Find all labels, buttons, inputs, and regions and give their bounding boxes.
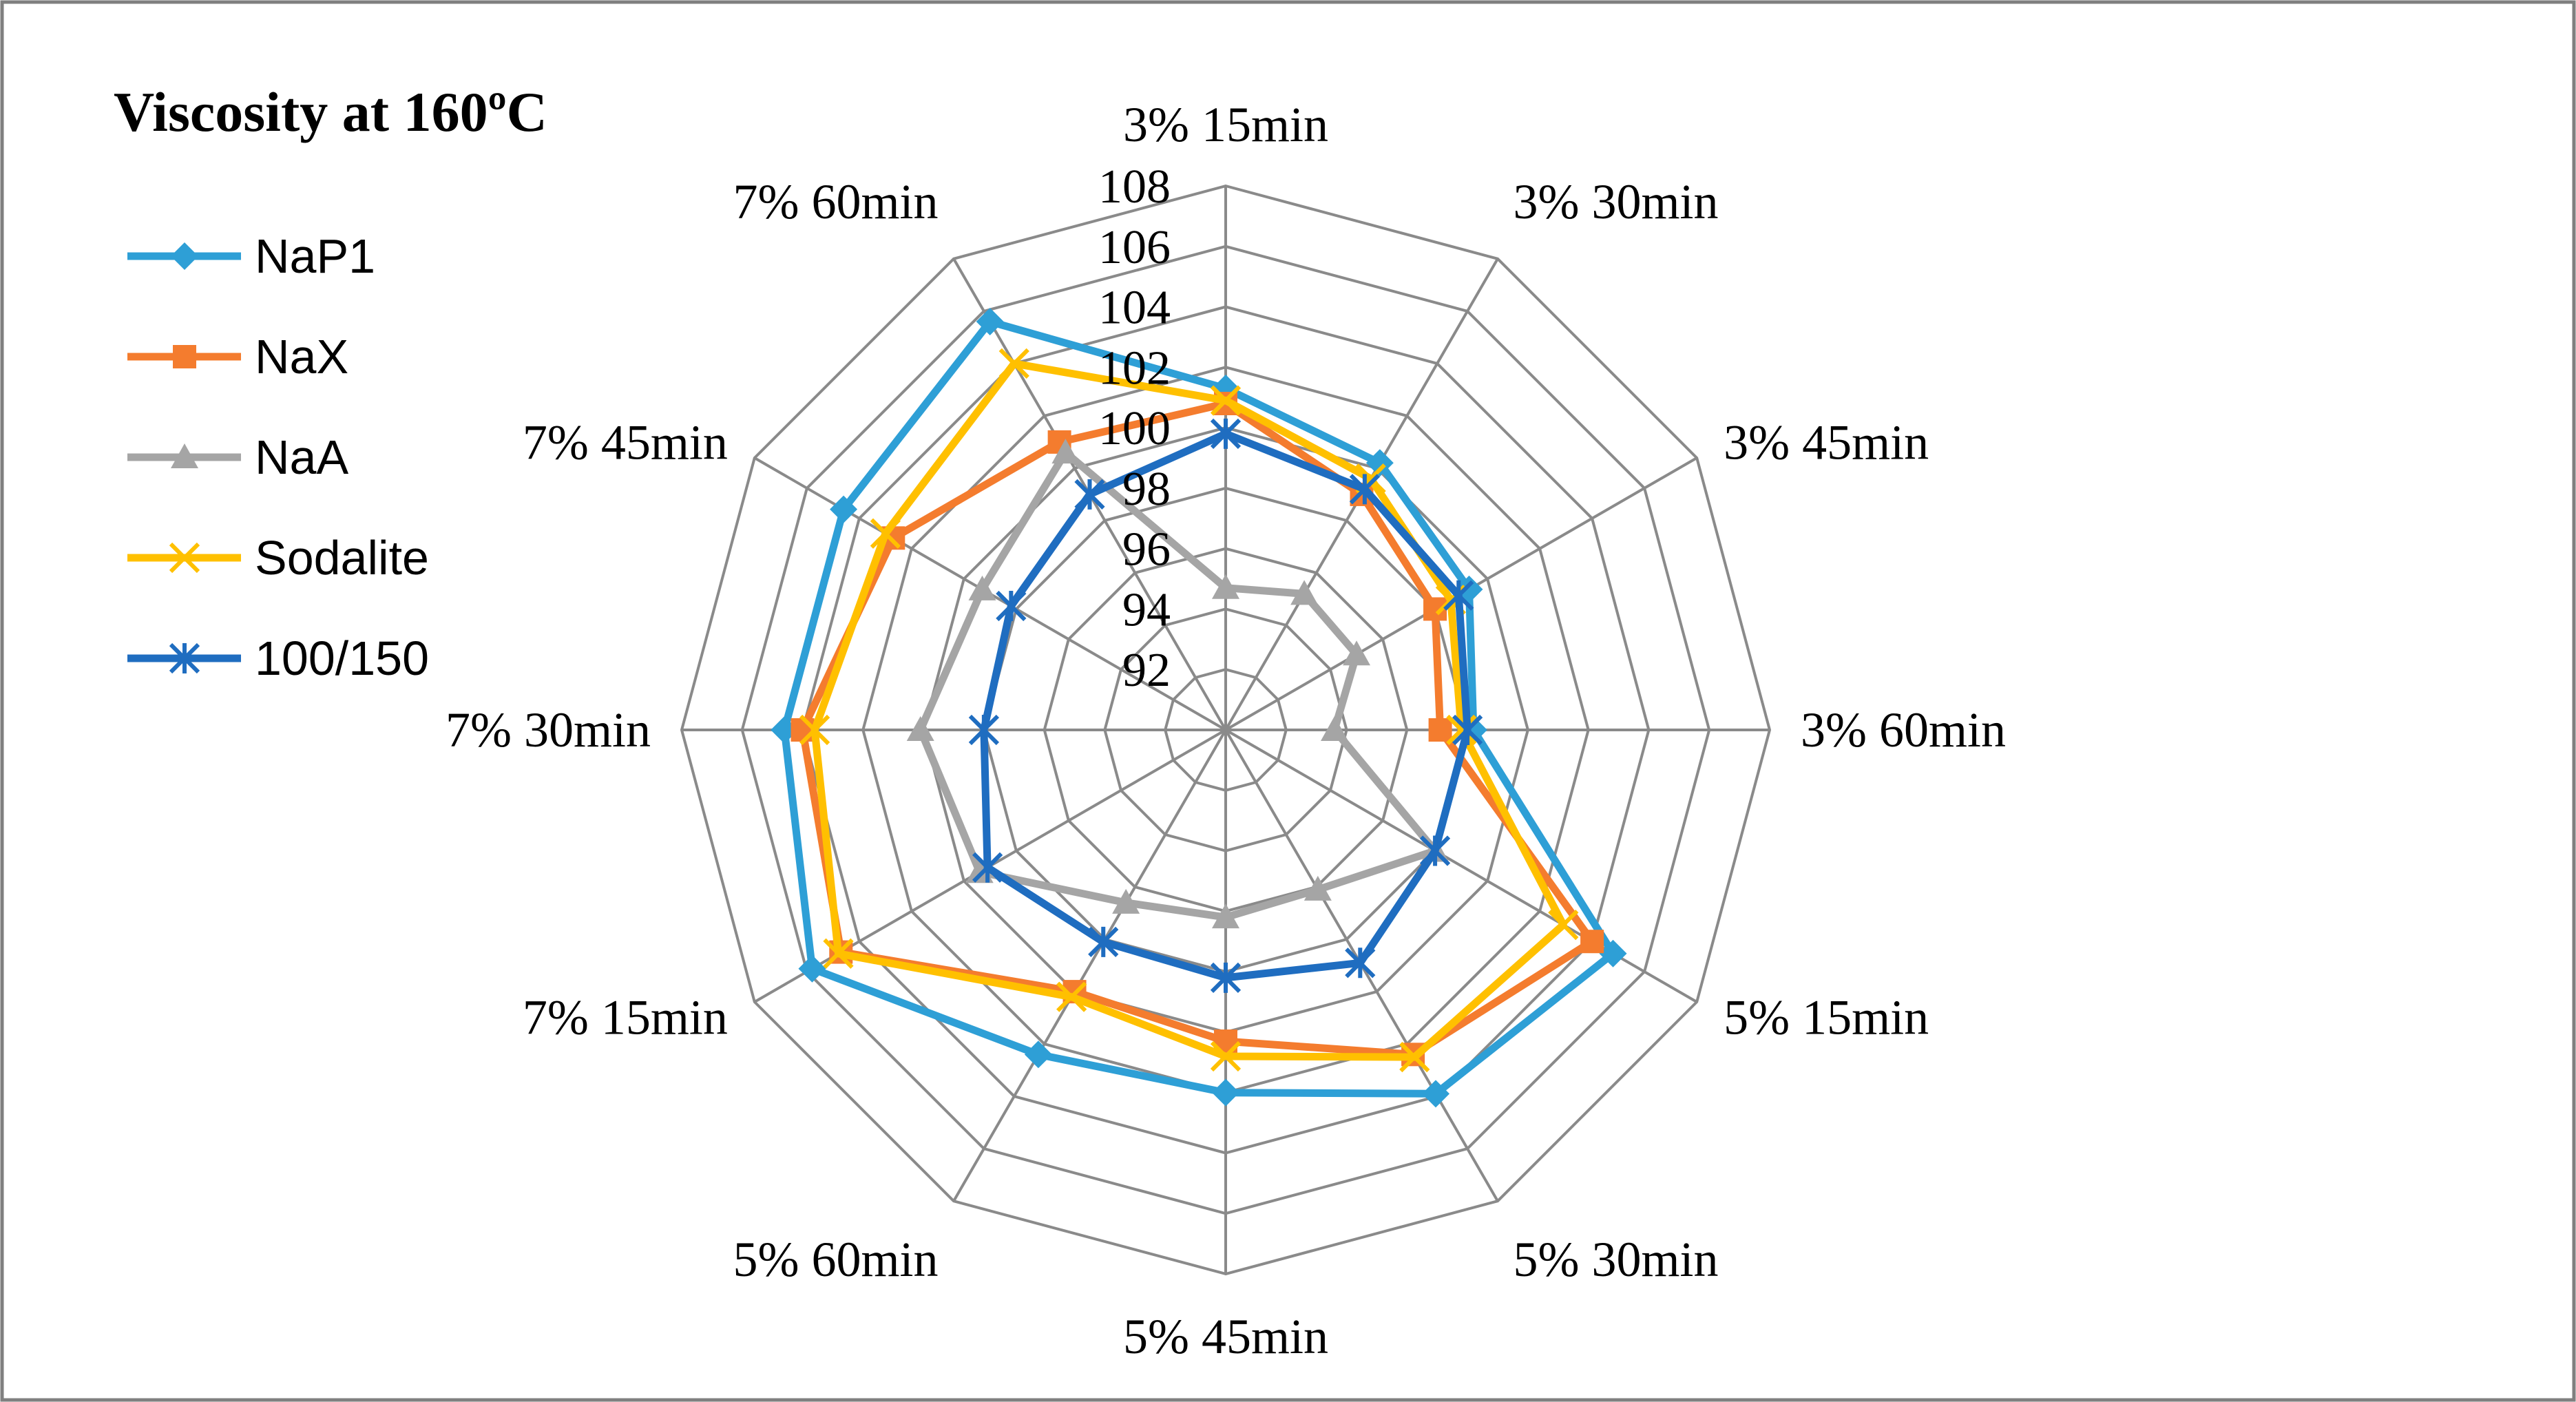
- data-point-100-150-5-45min: [1210, 962, 1242, 994]
- tick-label-98: 98: [1122, 463, 1171, 516]
- legend-label-naa: NaA: [255, 430, 348, 484]
- category-label-3-45min: 3% 45min: [1724, 415, 1929, 470]
- category-label-3-15min: 3% 15min: [1123, 97, 1328, 152]
- data-point-naa-3-45min: [1343, 640, 1371, 666]
- tick-label-94: 94: [1122, 583, 1171, 636]
- data-point-sodalite-5-45min: [1210, 1040, 1242, 1072]
- data-point-nap1-7-45min: [830, 495, 858, 523]
- data-point-naa-5-45min: [1212, 903, 1239, 929]
- data-point-sodalite-3-15min: [1210, 385, 1242, 416]
- data-point-naa-3-30min: [1290, 580, 1319, 605]
- radial-tick-labels: 92 94 96 98 100 102 104 106 108: [1098, 160, 1171, 697]
- tick-label-104: 104: [1098, 282, 1171, 335]
- data-point-naa-5-30min: [1303, 875, 1332, 901]
- data-point-100-150-7-30min: [968, 714, 1000, 746]
- category-label-3-30min: 3% 30min: [1514, 174, 1719, 229]
- data-point-100-150-7-15min: [972, 852, 1003, 883]
- category-label-5-60min: 5% 60min: [733, 1232, 939, 1287]
- chart-title: Viscosity at 160ºC: [114, 81, 547, 143]
- data-point-nap1-7-60min: [976, 308, 1004, 336]
- category-label-7-30min: 7% 30min: [446, 702, 651, 757]
- data-point-100-150-7-45min: [996, 590, 1027, 622]
- legend-item-naa: NaA: [127, 430, 348, 484]
- tick-label-102: 102: [1098, 342, 1171, 395]
- data-point-100-150-5-60min: [1088, 926, 1119, 957]
- data-point-nap1-5-30min: [1422, 1080, 1450, 1108]
- data-point-100-150-3-45min: [1443, 580, 1474, 611]
- legend-item-nap1: NaP1: [127, 229, 375, 283]
- data-point-100-150-3-15min: [1210, 418, 1242, 450]
- legend-label-nap1: NaP1: [255, 229, 375, 283]
- legend-marker-naa: [171, 443, 198, 468]
- tick-label-92: 92: [1122, 644, 1171, 697]
- data-point-nap1-7-15min: [798, 954, 826, 983]
- legend-marker-100-150: [169, 642, 200, 674]
- legend-item-sodalite: Sodalite: [127, 531, 429, 585]
- data-point-nap1-5-60min: [1024, 1040, 1052, 1069]
- category-labels: 3% 15min 3% 30min 3% 45min 3% 60min 5% 15min…: [446, 97, 2006, 1364]
- tick-label-108: 108: [1098, 160, 1171, 213]
- data-point-naa-3-60min: [1321, 716, 1348, 741]
- category-label-5-30min: 5% 30min: [1514, 1232, 1719, 1287]
- data-point-nax-7-30min: [790, 718, 815, 742]
- legend-marker-nap1: [171, 242, 198, 270]
- data-point-sodalite-5-30min: [1399, 1041, 1430, 1073]
- tick-label-106: 106: [1098, 221, 1171, 274]
- category-label-7-15min: 7% 15min: [523, 990, 728, 1045]
- data-point-naa-7-60min: [1051, 439, 1080, 464]
- data-point-nax-5-15min: [1580, 930, 1604, 954]
- data-point-100-150-5-30min: [1345, 948, 1376, 979]
- series-layer: [771, 308, 1627, 1108]
- category-label-7-60min: 7% 60min: [733, 174, 939, 229]
- category-label-3-60min: 3% 60min: [1801, 702, 2006, 757]
- data-point-sodalite-5-60min: [1056, 981, 1087, 1012]
- category-label-7-45min: 7% 45min: [523, 415, 728, 470]
- legend: NaP1 NaX NaA Sodalite 100/150: [127, 229, 429, 685]
- data-point-naa-7-30min: [906, 716, 934, 741]
- category-label-5-45min: 5% 45min: [1123, 1309, 1328, 1364]
- legend-item-100-150: 100/150: [127, 631, 429, 685]
- data-point-nap1-5-15min: [1599, 939, 1627, 967]
- data-point-100-150-3-60min: [1452, 714, 1483, 746]
- legend-label-sodalite: Sodalite: [255, 531, 429, 585]
- data-point-naa-3-15min: [1212, 574, 1239, 599]
- legend-marker-nax: [173, 345, 196, 368]
- data-point-nax-3-60min: [1428, 718, 1452, 742]
- tick-label-100: 100: [1098, 402, 1171, 455]
- data-point-sodalite-7-15min: [823, 938, 854, 969]
- data-point-100-150-5-15min: [1419, 835, 1451, 866]
- data-point-sodalite-5-15min: [1548, 909, 1579, 941]
- data-point-naa-5-60min: [1112, 888, 1140, 914]
- tick-label-96: 96: [1122, 523, 1171, 576]
- data-point-sodalite-7-45min: [870, 518, 901, 549]
- legend-label-nax: NaX: [255, 330, 348, 384]
- legend-marker-sodalite: [169, 542, 200, 574]
- data-point-sodalite-7-60min: [998, 348, 1029, 379]
- spoke-7: [952, 729, 1227, 1202]
- data-point-nap1-3-30min: [1365, 449, 1394, 477]
- data-point-nap1-5-45min: [1212, 1078, 1239, 1107]
- data-point-100-150-7-60min: [1074, 479, 1105, 510]
- legend-item-nax: NaX: [127, 330, 348, 384]
- legend-label-100-150: 100/150: [255, 631, 429, 685]
- data-point-sodalite-7-30min: [799, 714, 830, 746]
- category-label-5-15min: 5% 15min: [1724, 990, 1929, 1045]
- series-sodalite: [799, 348, 1579, 1073]
- series-100-150: [968, 418, 1483, 994]
- data-point-100-150-3-30min: [1349, 474, 1381, 505]
- data-point-naa-7-45min: [968, 575, 996, 600]
